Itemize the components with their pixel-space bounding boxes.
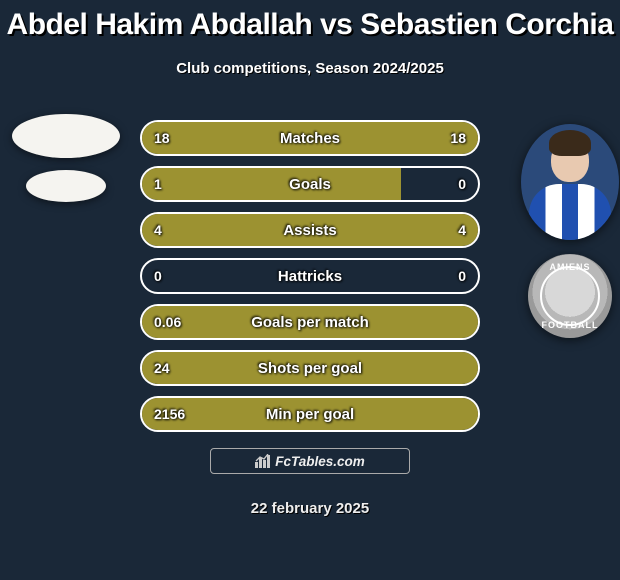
stat-row: Goals10 [140, 166, 480, 202]
stat-label: Hattricks [142, 268, 478, 285]
player-left-avatar-placeholder [12, 114, 120, 158]
stat-bar-right [310, 122, 478, 154]
stat-bar-left [142, 168, 401, 200]
crest-label-top: AMIENS [549, 262, 590, 272]
brand-label: FcTables.com [275, 454, 365, 469]
stat-row: Assists44 [140, 212, 480, 248]
stat-row: Hattricks0 0 [140, 258, 480, 294]
player-right-club-crest: AMIENS FOOTBALL [528, 254, 612, 338]
page-subtitle: Club competitions, Season 2024/2025 [0, 60, 620, 77]
player-left-column [6, 114, 126, 202]
stat-bar-left [142, 352, 478, 384]
player-right-avatar [521, 124, 619, 240]
page-title: Abdel Hakim Abdallah vs Sebastien Corchi… [0, 0, 620, 42]
chart-icon [255, 454, 271, 468]
stat-value-right: 0 [458, 268, 466, 284]
stat-bar-left [142, 306, 478, 338]
stat-value-left: 0 [154, 268, 162, 284]
stat-row: Min per goal2156 [140, 396, 480, 432]
stat-bar-left [142, 398, 478, 430]
date-label: 22 february 2025 [0, 500, 620, 517]
player-right-column: AMIENS FOOTBALL [510, 124, 620, 338]
crest-label-bottom: FOOTBALL [542, 320, 599, 330]
stat-bar-right [310, 214, 478, 246]
stat-value-right: 0 [458, 176, 466, 192]
player-left-club-placeholder [26, 170, 106, 202]
stat-row: Matches1818 [140, 120, 480, 156]
stat-bar-left [142, 122, 310, 154]
brand-box: FcTables.com [210, 448, 410, 474]
stat-bar-left [142, 214, 310, 246]
stat-row: Shots per goal24 [140, 350, 480, 386]
stat-row: Goals per match0.06 [140, 304, 480, 340]
stats-panel: Matches1818Goals10Assists44Hattricks00Go… [140, 120, 480, 442]
